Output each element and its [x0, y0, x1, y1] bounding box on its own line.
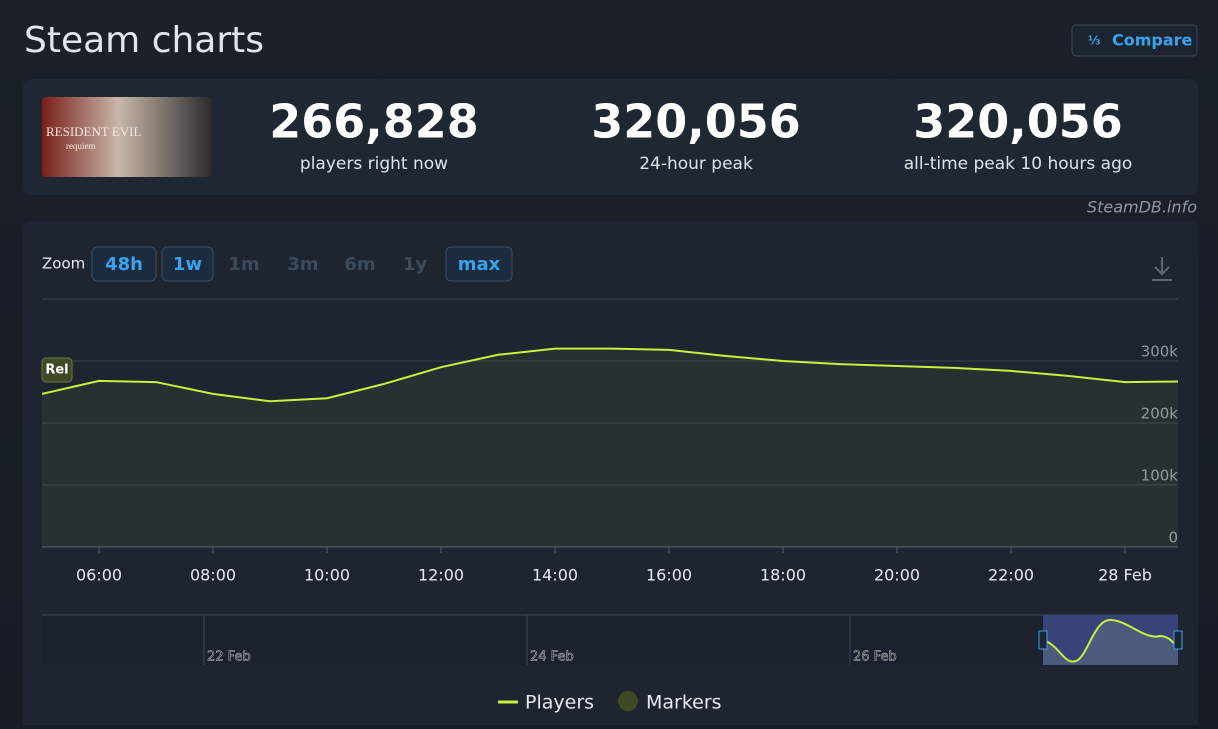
line — [42, 347, 1178, 403]
legend-swatch — [618, 691, 638, 711]
zoom-option[interactable]: max — [458, 254, 501, 275]
y-tick-label: 100k — [1141, 467, 1179, 485]
x-tick-label: 06:00 — [76, 566, 122, 585]
stat-label: all-time peak 10 hours ago — [904, 154, 1133, 174]
y-tick-label: 300k — [1141, 343, 1179, 361]
compare-box[interactable] — [1071, 24, 1198, 57]
zoom-option[interactable]: 48h — [105, 254, 143, 275]
zoom-option: 1y — [403, 254, 428, 275]
legend-label[interactable]: Markers — [646, 692, 722, 714]
download-button[interactable] — [1152, 257, 1172, 281]
game-subtitle: requiem — [66, 141, 96, 151]
marker-label: Rel — [45, 363, 68, 378]
x-tick-label: 16:00 — [646, 566, 692, 585]
navigator — [42, 615, 1178, 665]
marker-badge[interactable] — [41, 357, 73, 383]
legend-label[interactable]: Players — [525, 692, 594, 714]
stat-label: 24-hour peak — [639, 154, 753, 174]
x-tick-label: 08:00 — [190, 566, 236, 585]
x-tick-label: 20:00 — [874, 566, 920, 585]
zoom-option: 6m — [344, 254, 375, 275]
chart-panel — [23, 221, 1198, 729]
x-tick-label: 14:00 — [532, 566, 578, 585]
navigator-label: 24 Feb — [530, 650, 574, 665]
game-logo: RESIDENT EVIL — [46, 124, 142, 139]
y-tick-label: 200k — [1141, 405, 1179, 423]
stat-label: players right now — [300, 154, 448, 174]
x-tick-label: 22:00 — [988, 566, 1034, 585]
navigator-line — [1042, 618, 1179, 663]
stat-value: 266,828 — [269, 95, 479, 149]
navigator-area — [1043, 619, 1178, 665]
page-title: Steam charts — [24, 20, 264, 61]
navigator-label: 22 Feb — [207, 650, 251, 665]
navigator-handle[interactable] — [1038, 630, 1048, 650]
zoom-button[interactable] — [91, 246, 157, 282]
download-icon[interactable] — [1152, 257, 1172, 281]
zoom-option[interactable]: 1w — [173, 254, 202, 275]
navigator-label: 26 Feb — [853, 650, 897, 665]
stat-value: 320,056 — [913, 95, 1123, 149]
x-tick-label: 18:00 — [760, 566, 806, 585]
compare-icon: ⅓ — [1088, 34, 1100, 48]
zoom-option: 1m — [228, 254, 259, 275]
x-tick-label: 28 Feb — [1098, 566, 1152, 585]
navigator-handle[interactable] — [1173, 630, 1183, 650]
game-thumbnail — [42, 97, 212, 177]
compare-label[interactable]: Compare — [1112, 31, 1193, 50]
compare-button[interactable]: ⅓ Compare — [1071, 24, 1198, 57]
x-tick-label: 12:00 — [418, 566, 464, 585]
credit: SteamDB.info — [1087, 198, 1197, 217]
line-area — [42, 348, 1178, 547]
stats-panel — [23, 79, 1198, 195]
zoom-button[interactable] — [445, 246, 513, 282]
zoom-label: Zoom — [42, 255, 85, 273]
zoom-button[interactable] — [161, 246, 214, 282]
x-tick-label: 10:00 — [304, 566, 350, 585]
zoom-option: 3m — [287, 254, 318, 275]
y-tick-label: 0 — [1168, 529, 1178, 547]
stat-value: 320,056 — [591, 95, 801, 149]
